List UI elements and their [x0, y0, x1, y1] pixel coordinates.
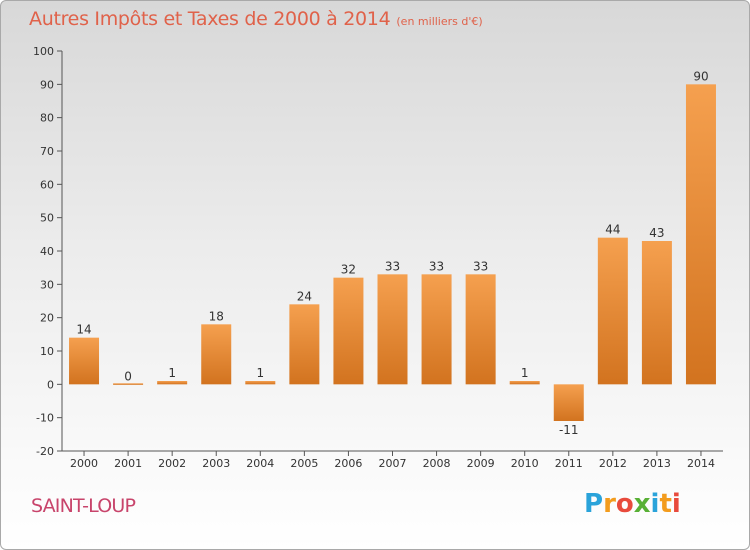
x-tick-label-2008: 2008: [423, 457, 451, 470]
value-label-2004: 1: [256, 366, 264, 380]
y-tick-labels: -20 -10 0 10 20 30 40 50 60 70 80 90 100: [33, 45, 54, 458]
x-tick-label-2001: 2001: [114, 457, 142, 470]
value-label-2010: 1: [521, 366, 529, 380]
bar-2013: [641, 241, 672, 385]
y-tick-label: 10: [40, 345, 54, 358]
y-tick-label: 70: [40, 145, 54, 158]
place-name: SAINT-LOUP: [31, 495, 136, 517]
axes: [57, 50, 723, 456]
bar-2005: [289, 304, 320, 385]
chart-unit: (en milliers d'€): [396, 15, 483, 28]
y-tick-label: 0: [47, 378, 54, 391]
y-tick-label: -10: [36, 412, 54, 425]
bar-2001: [113, 383, 144, 385]
x-tick-label-2006: 2006: [334, 457, 362, 470]
bar-2012: [597, 237, 628, 385]
value-label-2002: 1: [168, 366, 176, 380]
bars: [69, 84, 716, 421]
chart-title-text: Autres Impôts et Taxes de 2000 à 2014: [29, 8, 391, 30]
y-tick-label: 30: [40, 278, 54, 291]
chart-title: Autres Impôts et Taxes de 2000 à 2014 (en…: [29, 8, 483, 30]
x-tick-label-2012: 2012: [599, 457, 627, 470]
bar-2000: [69, 337, 100, 385]
value-label-2003: 18: [209, 309, 224, 323]
value-label-2014: 90: [693, 69, 708, 83]
x-tick-label-2005: 2005: [290, 457, 318, 470]
bar-2010: [509, 381, 540, 385]
bar-2007: [377, 274, 408, 385]
y-tick-label: 90: [40, 78, 54, 91]
value-label-2001: 0: [124, 369, 132, 383]
y-tick-label: 80: [40, 112, 54, 125]
x-tick-labels: 2000 2001 2002 2003 2004 2005 2006 2007 2008 2009…: [70, 457, 715, 470]
bar-2002: [157, 381, 188, 385]
x-tick-label-2004: 2004: [246, 457, 274, 470]
x-tick-label-2003: 2003: [202, 457, 230, 470]
x-tick-label-2010: 2010: [511, 457, 539, 470]
y-tick-label: 100: [33, 45, 54, 58]
y-tick-label: -20: [36, 445, 54, 458]
y-tick-label: 60: [40, 178, 54, 191]
bar-2003: [201, 324, 232, 385]
x-tick-label-2011: 2011: [555, 457, 583, 470]
bar-2011: [553, 384, 584, 421]
value-label-2006: 32: [341, 263, 356, 277]
x-tick-label-2000: 2000: [70, 457, 98, 470]
x-tick-label-2002: 2002: [158, 457, 186, 470]
bar-2009: [465, 274, 496, 385]
value-label-2012: 44: [605, 223, 620, 237]
y-tick-label: 50: [40, 212, 54, 225]
x-tick-label-2007: 2007: [379, 457, 407, 470]
bar-2004: [245, 381, 276, 385]
x-tick-label-2013: 2013: [643, 457, 671, 470]
value-label-2005: 24: [297, 289, 312, 303]
value-label-2008: 33: [429, 259, 444, 273]
bar-2008: [421, 274, 452, 385]
x-tick-label-2014: 2014: [687, 457, 715, 470]
value-label-2007: 33: [385, 259, 400, 273]
y-tick-label: 40: [40, 245, 54, 258]
proxiti-logo: Proxiti: [584, 489, 681, 519]
bar-2014: [685, 84, 716, 385]
y-tick-label: 20: [40, 312, 54, 325]
value-label-2013: 43: [649, 226, 664, 240]
value-label-2009: 33: [473, 259, 488, 273]
bar-2006: [333, 277, 364, 385]
value-label-2011: -11: [559, 423, 579, 437]
value-labels: 14 0 1 18 1 24 32 33 33 33 1 -11 44 43 90: [76, 69, 708, 437]
x-tick-label-2009: 2009: [467, 457, 495, 470]
value-label-2000: 14: [76, 323, 91, 337]
